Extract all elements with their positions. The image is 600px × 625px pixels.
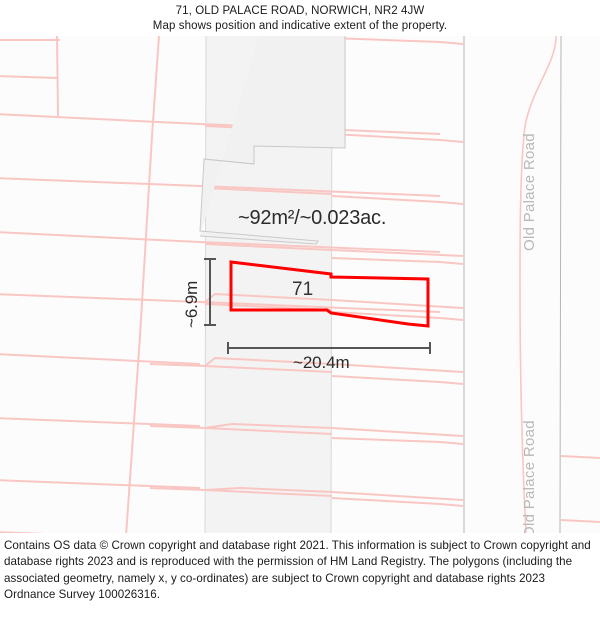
parcel-boundary-lines-left (0, 39, 441, 533)
terrace-edge-left-line (204, 36, 207, 533)
road-edge-right-line (559, 36, 562, 533)
map-canvas[interactable]: ~92m²/~0.023ac. 71 ~20.4m ~6.9m Old Pala… (0, 36, 600, 533)
width-dimension-bar (227, 342, 431, 354)
width-dimension-label: ~20.4m (293, 353, 350, 372)
area-label: ~92m²/~0.023ac. (238, 207, 387, 229)
height-dimension-label: ~6.9m (182, 280, 201, 328)
parcel-spine-lines (56, 36, 160, 533)
road-name-label-top: Old Palace Road (521, 133, 538, 251)
map-footer: Contains OS data © Crown copyright and d… (0, 533, 600, 625)
road-corridor-shape (464, 36, 561, 533)
height-dimension-bar (204, 258, 216, 326)
parcel-boundary-lines-far-right (560, 455, 600, 523)
parcel-boundary-lines-right (331, 37, 464, 507)
copyright-notice: Contains OS data © Crown copyright and d… (4, 539, 591, 602)
map-header: 71, OLD PALACE ROAD, NORWICH, NR2 4JW Ma… (0, 0, 600, 36)
building-footprint-detail-line (203, 158, 255, 165)
plot-number-label: 71 (292, 279, 314, 300)
map-vector-layer (0, 36, 600, 533)
property-extent-polygon[interactable] (229, 260, 430, 328)
parcel-boundary-lines-band (204, 125, 333, 497)
road-curve-line (519, 36, 557, 533)
page-title: 71, OLD PALACE ROAD, NORWICH, NR2 4JW (175, 5, 425, 17)
page-subtitle: Map shows position and indicative extent… (152, 20, 448, 32)
road-name-label-bottom: Old Palace Road (521, 420, 538, 533)
